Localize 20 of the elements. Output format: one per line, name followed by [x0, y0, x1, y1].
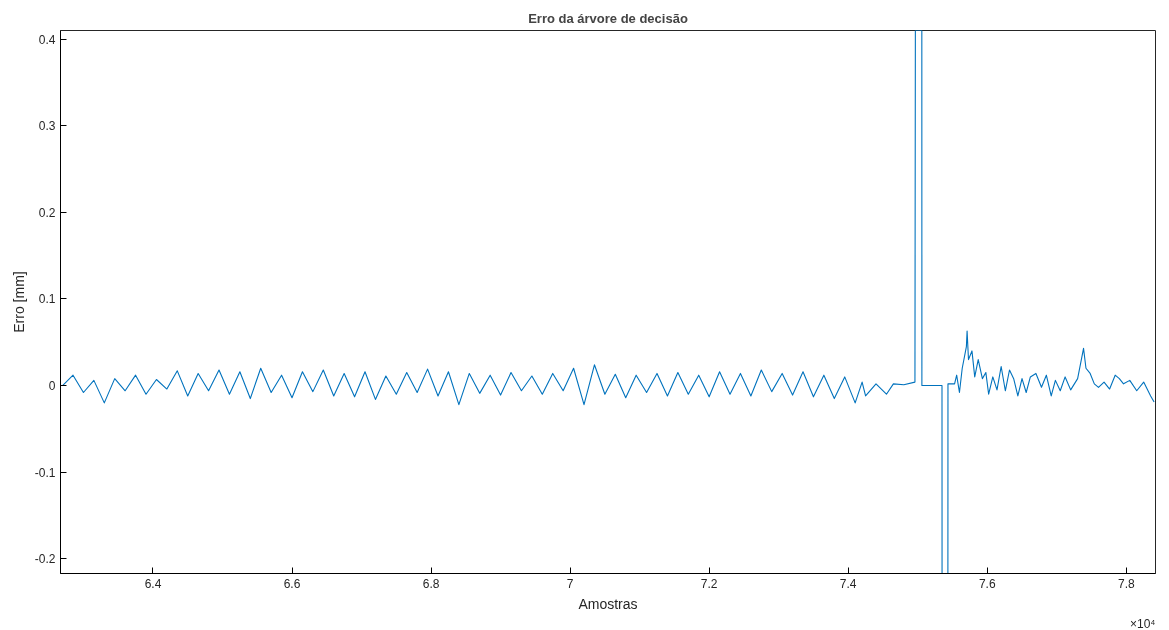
x-tick-label: 7: [566, 576, 574, 591]
x-axis-title: Amostras: [578, 595, 638, 612]
x-tick-label: 6.6: [283, 576, 301, 591]
y-axis-title: Erro [mm]: [10, 271, 27, 333]
chart-title: Erro da árvore de decisão: [528, 10, 688, 26]
y-tick-label: 0.2: [38, 205, 56, 220]
x-tick-label: 7.2: [700, 576, 718, 591]
x-tick-label: 7.6: [978, 576, 996, 591]
y-tick-label: -0.2: [34, 552, 56, 567]
line-series: [62, 30, 1155, 574]
x-tick-label: 7.8: [1117, 576, 1135, 591]
x-tick-label: 6.4: [144, 576, 162, 591]
y-tick-label: 0.3: [38, 119, 56, 134]
x-tick-label: 7.4: [839, 576, 857, 591]
y-tick-label: 0.1: [38, 292, 56, 307]
x-tick-label: 6.8: [422, 576, 440, 591]
text: ×10⁴: [1129, 616, 1156, 630]
y-tick-label: 0.4: [38, 32, 56, 47]
y-tick-label: -0.1: [34, 465, 56, 480]
y-tick-label: 0: [48, 379, 56, 394]
